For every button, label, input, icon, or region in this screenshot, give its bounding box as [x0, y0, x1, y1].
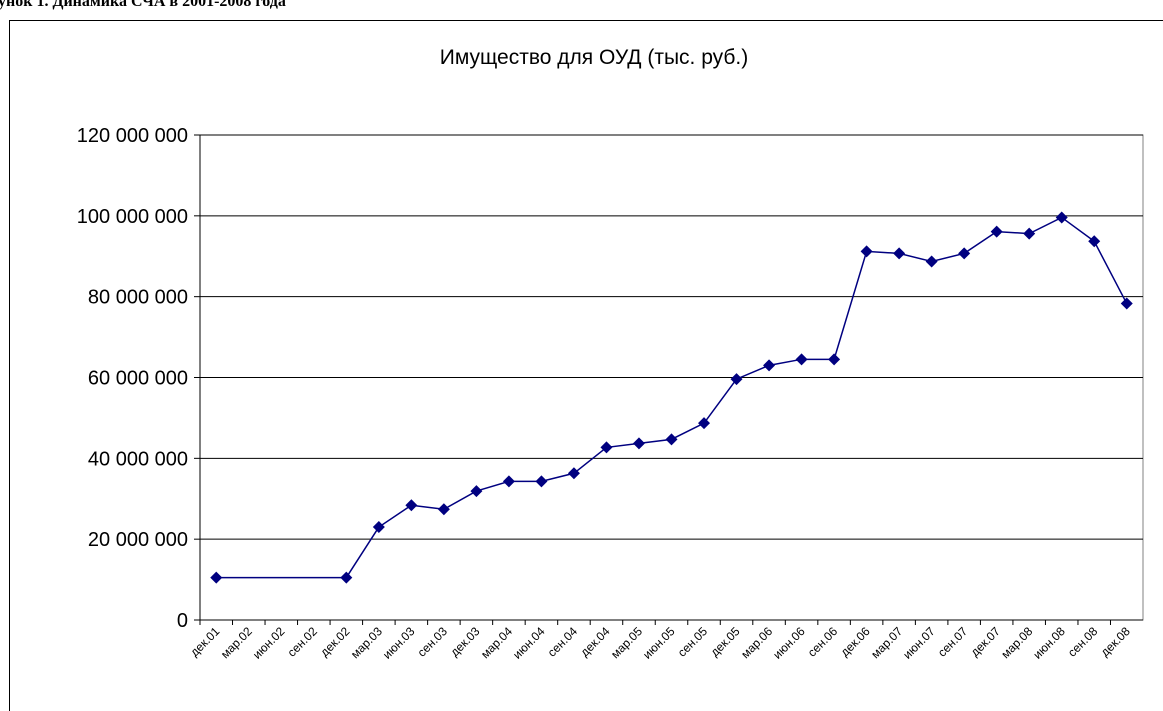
y-tick-label: 0: [177, 610, 188, 632]
y-tick-label: 120 000 000: [77, 125, 188, 147]
marker: [730, 373, 743, 386]
y-tick-label: 40 000 000: [88, 448, 188, 470]
marker: [698, 417, 711, 430]
marker: [405, 499, 418, 512]
marker: [893, 247, 906, 260]
y-tick-label: 60 000 000: [88, 368, 188, 390]
marker: [470, 485, 483, 498]
chart-frame: [9, 20, 1163, 711]
y-tick-label: 80 000 000: [88, 287, 188, 309]
marker: [502, 475, 515, 488]
caption: унок 1. Динамика СЧА в 2001-2008 года: [0, 0, 286, 10]
chart-title: Имущество для ОУД (тыс. руб.): [440, 46, 749, 69]
marker: [958, 247, 971, 260]
line: [216, 216, 1128, 579]
marker: [1120, 297, 1133, 310]
marker: [535, 475, 548, 488]
marker: [210, 571, 223, 584]
marker: [567, 467, 580, 480]
marker: [1088, 235, 1101, 248]
marker: [632, 437, 645, 450]
marker: [1055, 211, 1068, 224]
marker: [860, 245, 873, 258]
y-tick-label: 100 000 000: [77, 206, 188, 228]
marker: [1023, 227, 1036, 240]
y-tick-label: 20 000 000: [88, 529, 188, 551]
marker: [665, 433, 678, 446]
marker: [925, 255, 938, 268]
marker: [600, 441, 613, 454]
marker: [372, 521, 385, 534]
marker: [340, 571, 353, 584]
marker: [437, 503, 450, 516]
marker: [795, 353, 808, 366]
marker: [763, 359, 776, 372]
marker: [828, 353, 841, 366]
marker: [990, 225, 1003, 238]
